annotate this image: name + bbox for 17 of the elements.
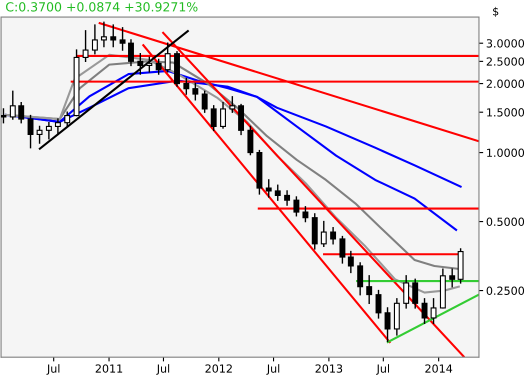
- x-tick-label: 2012: [205, 364, 232, 373]
- y-tick-label: 1.0000: [487, 148, 524, 157]
- y-tick-label: 1.5000: [487, 108, 524, 117]
- x-tick-label: Jul: [376, 364, 389, 375]
- y-tick-label: 2.5000: [486, 57, 524, 66]
- y-tick-label: 0.5000: [486, 218, 524, 226]
- x-tick-label: Jul: [46, 364, 60, 375]
- x-tick-label: Jul: [266, 364, 280, 375]
- x-tick-label: 2014: [425, 364, 452, 373]
- y-tick-label: 3.0000: [486, 39, 524, 48]
- x-tick-label: Jul: [156, 364, 170, 375]
- y-tick-label: 0.2500: [486, 286, 524, 295]
- x-tick-label: 2011: [96, 364, 122, 373]
- x-tick-label: 2013: [316, 364, 342, 373]
- y-tick-label: 2.0000: [486, 80, 524, 88]
- y-axis-title: $: [493, 6, 498, 17]
- chart-title: C:0.3700 +0.0874 +30.9271%: [6, 2, 198, 12]
